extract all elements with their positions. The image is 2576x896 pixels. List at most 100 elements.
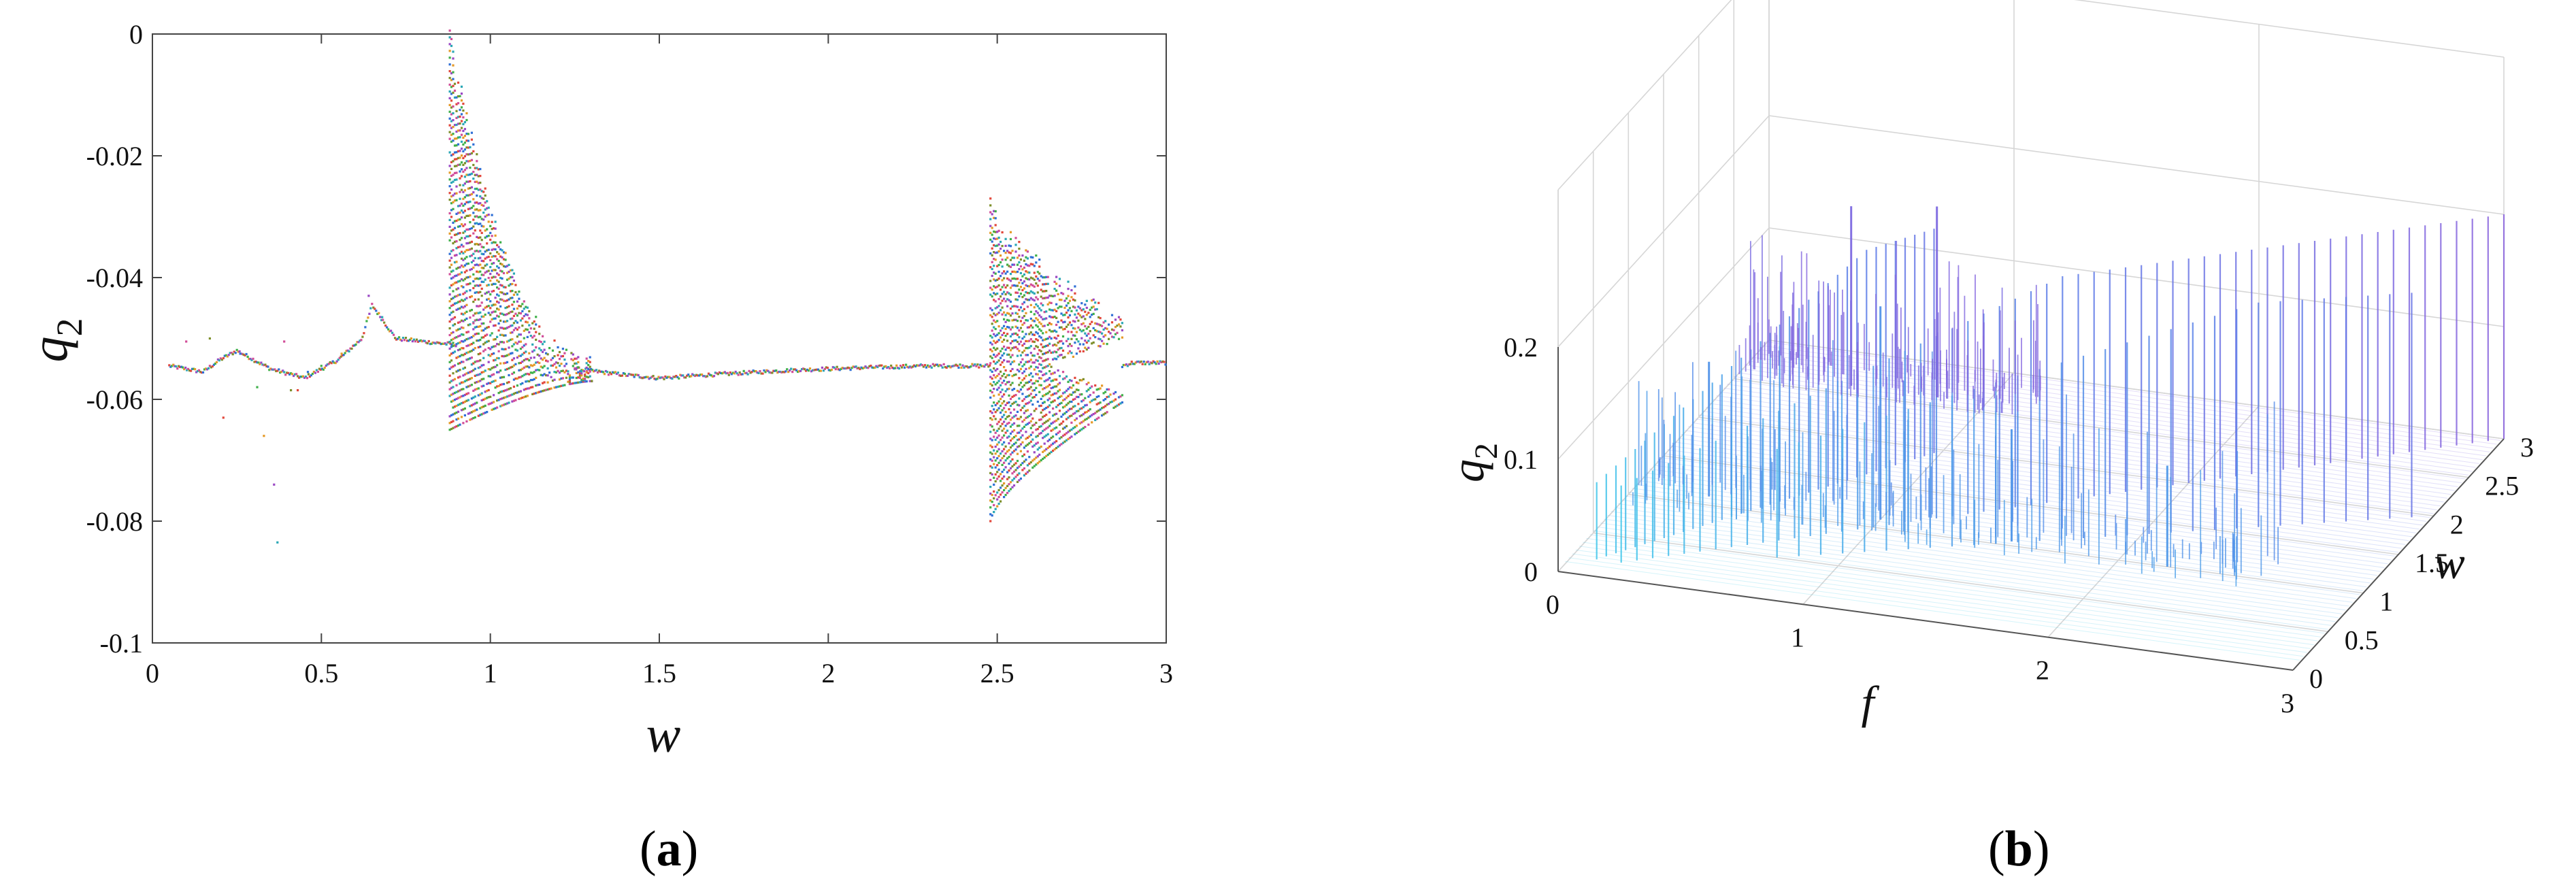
data-point — [479, 256, 482, 259]
data-point — [1085, 334, 1088, 337]
data-point — [463, 203, 466, 205]
data-point — [457, 363, 460, 365]
data-point — [457, 81, 460, 84]
data-point — [463, 162, 466, 165]
data-point — [386, 326, 389, 329]
data-point — [487, 220, 490, 223]
data-point — [535, 338, 538, 341]
data-point — [460, 333, 463, 336]
data-point — [470, 240, 473, 243]
data-point — [1012, 422, 1016, 425]
data-point — [482, 225, 485, 228]
data-point — [1055, 447, 1058, 450]
data-point — [1052, 309, 1055, 312]
data-point — [1043, 352, 1046, 355]
data-point — [1008, 346, 1010, 349]
data-point — [1075, 352, 1078, 355]
data-point — [996, 478, 999, 480]
data-point — [1036, 373, 1039, 376]
data-point — [1114, 318, 1117, 321]
data-point — [1003, 373, 1006, 376]
data-point — [472, 328, 475, 331]
data-point — [567, 370, 569, 373]
data-point — [474, 319, 476, 322]
data-point — [1012, 395, 1016, 397]
data-point — [516, 356, 518, 359]
data-point — [1025, 444, 1027, 447]
data-point — [469, 193, 472, 197]
data-point — [1019, 382, 1022, 384]
data-point — [459, 348, 461, 351]
data-point — [1048, 397, 1051, 400]
data-point — [1065, 410, 1068, 414]
data-point — [462, 340, 465, 343]
data-point — [567, 373, 569, 376]
data-point — [512, 293, 515, 296]
data-point — [558, 358, 561, 361]
data-point — [484, 404, 486, 407]
data-point — [652, 375, 655, 378]
data-point — [477, 380, 480, 383]
data-point — [996, 367, 999, 371]
data-point — [1018, 329, 1021, 332]
data-point — [994, 272, 997, 275]
data-point — [1072, 405, 1074, 408]
data-point — [1136, 361, 1138, 363]
data-point — [518, 362, 521, 365]
data-point — [499, 376, 502, 379]
data-point — [730, 373, 733, 376]
data-point — [1048, 404, 1051, 407]
data-point — [1000, 240, 1002, 244]
data-point — [1110, 321, 1114, 324]
data-point — [465, 263, 468, 265]
data-point — [1084, 346, 1087, 349]
data-point — [1011, 416, 1014, 419]
data-point — [1023, 280, 1025, 283]
data-point — [479, 243, 482, 246]
data-point — [1063, 306, 1066, 310]
data-point — [1058, 382, 1061, 384]
data-point — [584, 374, 587, 376]
data-point — [472, 266, 475, 269]
data-point — [1031, 340, 1034, 343]
data-point — [1009, 404, 1012, 408]
data-point — [484, 412, 486, 414]
data-point — [476, 194, 478, 197]
data-point — [1070, 408, 1073, 410]
panel-label-a: (a) — [640, 821, 698, 877]
data-point — [989, 486, 992, 488]
data-point — [1036, 305, 1039, 308]
data-point — [1080, 323, 1083, 326]
data-point — [1014, 237, 1017, 239]
data-point — [589, 370, 591, 373]
data-point — [579, 370, 582, 373]
data-point — [484, 236, 486, 239]
data-point — [1102, 321, 1105, 324]
data-point — [1074, 433, 1076, 435]
data-point — [465, 139, 468, 142]
data-point — [1001, 313, 1004, 316]
data-point — [455, 391, 458, 393]
data-point — [521, 382, 524, 384]
data-point — [453, 199, 457, 202]
data-point — [1055, 419, 1058, 422]
data-point — [1080, 428, 1083, 431]
data-point — [493, 303, 495, 306]
data-point — [453, 171, 457, 174]
data-point — [1043, 276, 1046, 279]
data-point — [825, 366, 827, 369]
data-point — [1031, 333, 1034, 336]
data-point — [1121, 365, 1123, 369]
data-point — [1099, 317, 1102, 320]
data-point — [812, 369, 816, 371]
data-point — [650, 376, 653, 378]
data-point — [996, 464, 999, 467]
data-point — [401, 337, 405, 339]
data-point — [1026, 422, 1029, 425]
data-point — [1031, 396, 1034, 399]
data-point — [450, 133, 453, 136]
data-point — [738, 371, 741, 374]
data-point — [506, 354, 509, 356]
data-point — [470, 377, 473, 380]
data-point — [1019, 327, 1022, 329]
